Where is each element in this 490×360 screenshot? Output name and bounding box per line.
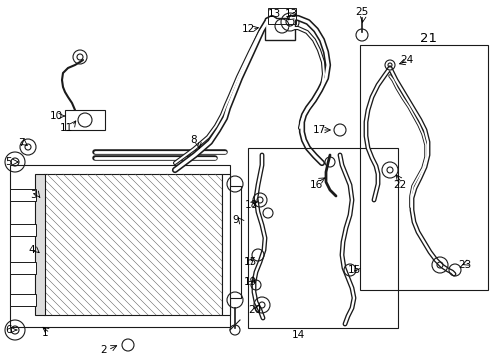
Bar (35, 174, 45, 315)
Text: 1: 1 (42, 328, 49, 338)
Text: 9: 9 (232, 215, 239, 225)
Text: 3: 3 (30, 190, 37, 200)
Text: 15: 15 (244, 257, 257, 267)
Text: 19: 19 (244, 277, 257, 287)
Bar (222, 174, 230, 315)
Text: 20: 20 (248, 305, 261, 315)
Text: 21: 21 (420, 32, 437, 45)
Text: 12: 12 (242, 24, 255, 34)
Bar (10, 165, 230, 327)
Text: 10: 10 (50, 111, 63, 121)
Text: 16: 16 (310, 180, 323, 190)
Bar (268, 8, 296, 24)
Text: 7: 7 (18, 138, 24, 148)
Bar (10, 224, 36, 236)
Bar (248, 148, 398, 328)
Bar (10, 262, 36, 274)
Text: 4: 4 (28, 245, 35, 255)
Text: 13: 13 (268, 9, 281, 19)
Text: 23: 23 (458, 260, 471, 270)
Bar (65, 110, 105, 130)
Text: 5: 5 (5, 157, 12, 167)
Bar (360, 45, 488, 290)
Text: 24: 24 (400, 55, 413, 65)
Text: 15: 15 (348, 265, 361, 275)
Text: 17: 17 (313, 125, 326, 135)
Text: 2: 2 (100, 345, 107, 355)
Text: 14: 14 (292, 330, 305, 340)
Text: 6: 6 (5, 325, 12, 335)
Text: 11: 11 (60, 123, 73, 133)
Bar (10, 294, 36, 306)
Bar (10, 189, 36, 201)
Text: 22: 22 (393, 180, 406, 190)
Bar (230, 186, 241, 298)
Text: 25: 25 (355, 7, 368, 17)
Text: 13: 13 (285, 9, 298, 19)
Text: 8: 8 (190, 135, 196, 145)
Bar (44, 174, 222, 315)
Text: 18: 18 (245, 200, 258, 210)
Bar (265, 18, 295, 40)
